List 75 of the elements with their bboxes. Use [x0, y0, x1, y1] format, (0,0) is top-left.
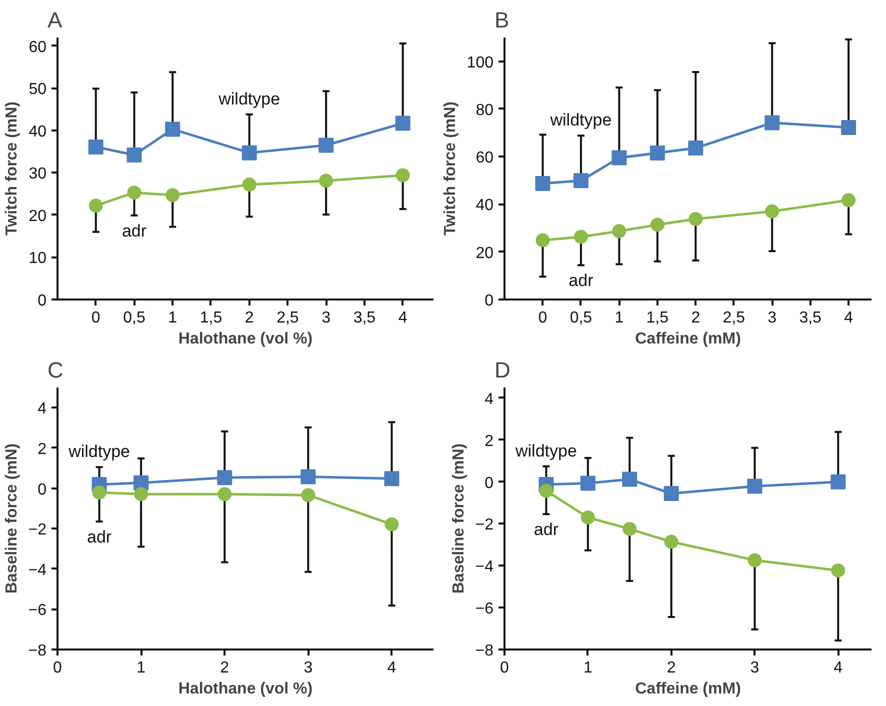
x-tick-label: 3: [768, 310, 777, 326]
x-tick-label: 2: [691, 310, 700, 326]
y-tick-label: 0: [38, 481, 47, 498]
series-label: wildtype: [218, 89, 280, 108]
x-axis-title: Caffeine (mM): [635, 330, 741, 348]
chart-title: C: [48, 358, 64, 382]
y-tick-label: −6: [28, 602, 47, 620]
x-tick-label: 3: [750, 660, 760, 676]
x-tick-label: 2: [244, 310, 254, 326]
y-tick-label: 80: [476, 102, 494, 119]
x-tick-label: 1: [168, 310, 178, 326]
chart-title: D: [494, 358, 510, 382]
x-tick-label: 4: [834, 660, 843, 676]
x-tick-label: 0: [53, 660, 62, 676]
series-label: adr: [122, 221, 147, 240]
y-tick-label: 40: [28, 123, 47, 140]
y-tick-label: −2: [475, 516, 494, 534]
x-axis-title: Halothane (vol %): [178, 680, 313, 698]
x-tick-label: 4: [387, 660, 396, 676]
x-tick-label: 3,5: [799, 310, 822, 326]
y-tick-label: −8: [28, 642, 47, 660]
y-tick-label: 100: [466, 54, 494, 72]
y-tick-label: −4: [28, 562, 47, 579]
y-tick-label: 20: [476, 244, 494, 262]
y-tick-label: −4: [475, 558, 494, 576]
y-axis-title: Twitch force (mN): [4, 102, 21, 236]
x-tick-label: 0: [538, 310, 548, 326]
x-tick-label: 2: [666, 660, 676, 676]
x-tick-label: 3: [322, 310, 331, 326]
x-tick-label: 3,5: [353, 310, 376, 326]
series-label: adr: [534, 520, 559, 540]
y-axis-title: Twitch force (mN): [442, 102, 459, 236]
series-label: adr: [568, 271, 594, 290]
x-tick-label: 1,5: [200, 310, 222, 326]
x-tick-label: 1: [614, 310, 624, 326]
chart-title: A: [48, 8, 62, 32]
y-tick-label: 0: [484, 292, 494, 310]
x-tick-label: 0: [500, 660, 510, 676]
x-tick-label: 0,5: [570, 310, 592, 326]
x-tick-label: 2,5: [276, 310, 299, 326]
y-tick-label: 2: [484, 432, 494, 450]
y-tick-label: −2: [28, 522, 47, 539]
y-tick-label: 20: [28, 208, 47, 225]
y-tick-label: 50: [28, 81, 47, 98]
x-tick-label: 3: [304, 660, 313, 676]
series-label: wildtype: [514, 441, 577, 460]
series-label: wildtype: [68, 442, 130, 462]
x-tick-label: 0,5: [123, 310, 146, 326]
x-tick-label: 4: [844, 310, 854, 326]
y-axis-title: Baseline force (mN): [450, 443, 468, 594]
x-axis-title: Caffeine (mM): [635, 680, 741, 698]
chart-title: B: [494, 8, 510, 32]
x-tick-label: 0: [91, 310, 100, 326]
y-tick-label: −8: [475, 642, 494, 660]
series-label: adr: [86, 528, 112, 547]
x-tick-label: 4: [398, 310, 408, 326]
y-tick-label: 10: [28, 250, 47, 268]
x-tick-label: 1: [136, 660, 146, 676]
y-tick-label: 4: [484, 390, 494, 408]
y-tick-label: 2: [38, 440, 47, 458]
y-tick-label: 30: [28, 166, 47, 183]
y-tick-label: 0: [484, 474, 494, 492]
x-axis-title: Halothane (vol %): [178, 330, 313, 348]
x-tick-label: 1: [583, 660, 592, 676]
y-tick-label: 4: [38, 400, 47, 418]
y-tick-label: −6: [475, 600, 494, 618]
x-tick-label: 2,5: [722, 310, 746, 326]
x-tick-label: 2: [220, 660, 230, 676]
y-tick-label: 40: [476, 197, 494, 214]
x-tick-label: 1,5: [646, 310, 669, 326]
y-tick-label: 60: [476, 150, 494, 167]
series-label: wildtype: [549, 110, 612, 130]
y-tick-label: 0: [38, 292, 47, 310]
y-axis-title: Baseline force (mN): [3, 443, 20, 594]
y-tick-label: 60: [28, 38, 47, 56]
